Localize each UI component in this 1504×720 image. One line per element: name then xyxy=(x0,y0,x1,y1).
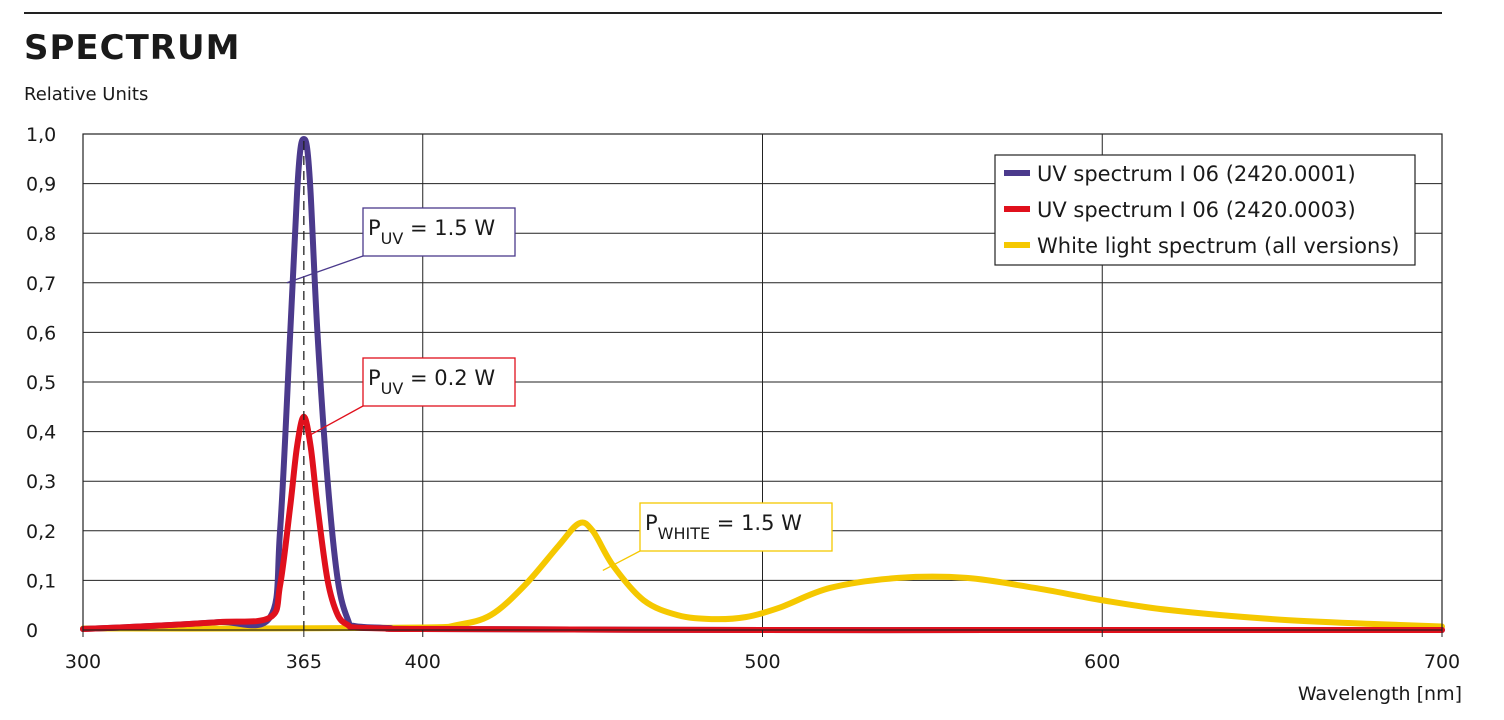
y-tick-label: 0,7 xyxy=(26,273,56,295)
series-line-3 xyxy=(80,519,1445,632)
annotation-value: = 1.5 W xyxy=(403,216,495,240)
annotation-symbol: P xyxy=(645,511,658,535)
annotation-label: PUV = 0.2 W xyxy=(368,366,495,398)
annotation-subscript: WHITE xyxy=(658,524,710,543)
x-axis-label: Wavelength [nm] xyxy=(1298,683,1462,705)
y-tick-label: 0,8 xyxy=(26,223,56,245)
annotation-box xyxy=(639,502,833,552)
annotation-symbol: P xyxy=(368,216,381,240)
y-tick-label: 0,9 xyxy=(26,174,56,196)
x-tick-label: 300 xyxy=(65,651,101,673)
annotation-leader xyxy=(306,405,364,438)
annotation-symbol: P xyxy=(368,366,381,390)
legend-entry: UV spectrum I 06 (2420.0001) xyxy=(1037,162,1356,186)
x-tick-label: 400 xyxy=(405,651,441,673)
legend-box xyxy=(994,154,1416,266)
axis-layer: 0 0,1 0,2 0,3 0,4 0,5 0,6 0,7 0,8 0,9 1,0 300 365 400… xyxy=(26,124,1462,705)
annotation-box xyxy=(362,207,516,257)
chart-title: SPECTRUM xyxy=(24,28,241,68)
legend-entry: UV spectrum I 06 (2420.0003) xyxy=(1037,198,1356,222)
legend: UV spectrum I 06 (2420.0001) UV spectrum … xyxy=(994,154,1416,266)
annotation-label: PUV = 1.5 W xyxy=(368,216,495,248)
x-tick-label: 600 xyxy=(1084,651,1120,673)
y-axis-unit-label: Relative Units xyxy=(24,84,149,105)
annotation-leader xyxy=(602,550,641,572)
annotation-value: = 1.5 W xyxy=(710,511,802,535)
y-tick-label: 0,6 xyxy=(26,322,56,344)
legend-entry: White light spectrum (all versions) xyxy=(1037,234,1399,258)
y-tick-label: 0 xyxy=(26,620,38,642)
annotation-value: = 0.2 W xyxy=(403,366,495,390)
annotation-label: PWHITE = 1.5 W xyxy=(645,511,802,543)
annotation-subscript: UV xyxy=(381,379,404,398)
y-tick-label: 1,0 xyxy=(26,124,56,146)
y-tick-label: 0,3 xyxy=(26,471,56,493)
y-tick-label: 0,4 xyxy=(26,422,56,444)
annotation-leader xyxy=(286,255,364,284)
y-tick-label: 0,2 xyxy=(26,521,56,543)
x-tick-label: 500 xyxy=(744,651,780,673)
x-tick-label: 365 xyxy=(286,651,322,673)
top-rule xyxy=(24,12,1442,14)
x-tick-label: 700 xyxy=(1424,651,1460,673)
y-tick-label: 0,5 xyxy=(26,372,56,394)
annotation-subscript: UV xyxy=(381,229,404,248)
annotation-box xyxy=(362,357,516,407)
y-tick-label: 0,1 xyxy=(26,570,56,592)
